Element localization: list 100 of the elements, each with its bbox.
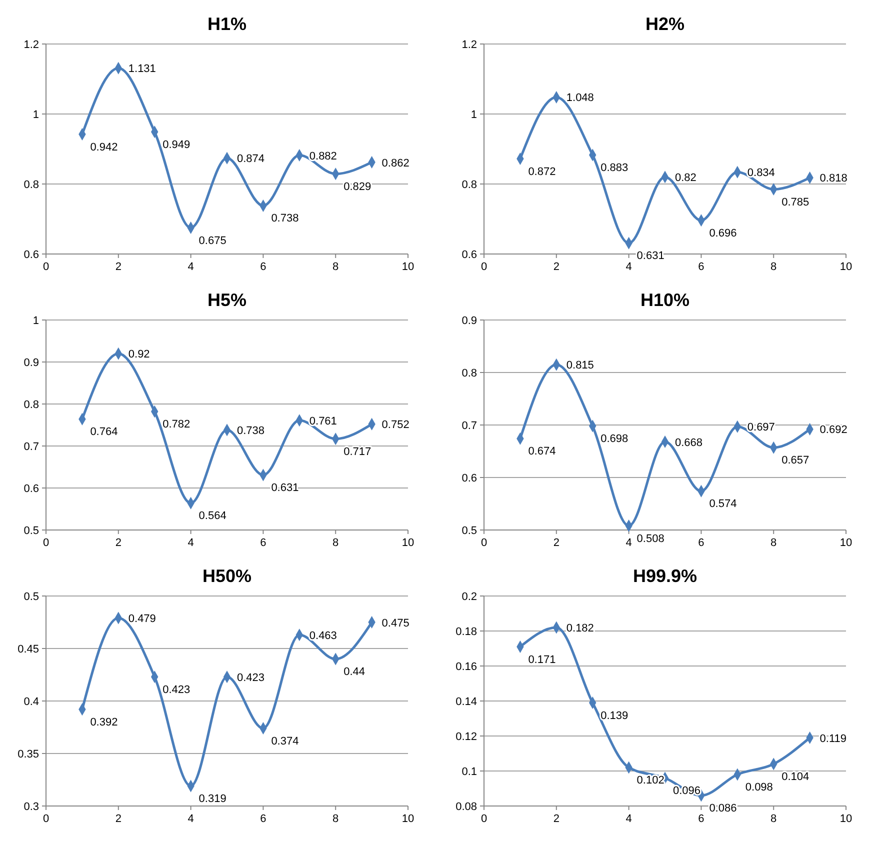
data-label: 0.752 xyxy=(382,419,410,432)
data-label: 0.139 xyxy=(600,710,628,722)
y-tick-label: 0.8 xyxy=(24,398,39,411)
data-label: 0.829 xyxy=(344,180,372,193)
data-label: 0.668 xyxy=(675,436,703,449)
y-tick-label: 1.2 xyxy=(462,38,477,51)
data-label: 0.119 xyxy=(820,732,847,745)
data-label: 0.171 xyxy=(528,654,556,666)
data-label: 0.872 xyxy=(528,166,556,178)
x-tick-label: 2 xyxy=(115,813,122,825)
data-label: 0.098 xyxy=(745,782,773,794)
chart-title: H1% xyxy=(207,14,247,34)
x-tick-label: 8 xyxy=(332,813,339,825)
data-label: 0.657 xyxy=(782,454,810,467)
data-label: 0.374 xyxy=(271,735,299,748)
y-tick-label: 1.2 xyxy=(24,38,39,51)
x-tick-label: 8 xyxy=(770,813,777,825)
y-tick-label: 0.6 xyxy=(24,248,39,261)
data-label: 0.818 xyxy=(820,172,848,185)
data-label: 0.815 xyxy=(566,360,594,372)
y-tick-label: 0.9 xyxy=(24,356,39,369)
y-tick-label: 0.5 xyxy=(24,524,39,537)
data-label: 0.883 xyxy=(600,162,628,174)
data-label: 0.874 xyxy=(237,153,265,166)
y-tick-label: 0.2 xyxy=(462,590,477,603)
data-label: 0.423 xyxy=(162,684,190,696)
data-label: 1.131 xyxy=(128,63,156,76)
x-tick-label: 10 xyxy=(402,261,414,273)
y-tick-label: 0.7 xyxy=(24,440,39,453)
data-label: 0.82 xyxy=(675,172,696,184)
x-tick-label: 6 xyxy=(260,261,266,273)
x-tick-label: 8 xyxy=(770,261,777,273)
y-tick-label: 0.3 xyxy=(24,800,39,813)
x-tick-label: 6 xyxy=(698,813,704,825)
chart-title: H50% xyxy=(202,566,252,586)
x-tick-label: 0 xyxy=(480,813,488,825)
x-tick-label: 10 xyxy=(840,813,852,825)
x-tick-label: 10 xyxy=(840,261,852,273)
data-label: 0.104 xyxy=(782,771,810,783)
y-tick-label: 0.9 xyxy=(462,314,477,327)
y-tick-label: 1 xyxy=(32,314,39,327)
data-label: 0.882 xyxy=(309,150,337,162)
y-tick-label: 0.8 xyxy=(462,367,477,380)
x-tick-label: 0 xyxy=(42,537,50,549)
x-tick-label: 4 xyxy=(188,537,194,549)
chart-title: H10% xyxy=(640,290,690,310)
x-tick-label: 6 xyxy=(260,813,266,825)
data-label: 0.764 xyxy=(90,426,118,438)
data-label: 0.942 xyxy=(90,141,118,154)
x-tick-label: 2 xyxy=(115,537,122,549)
x-tick-label: 2 xyxy=(115,261,122,273)
x-tick-label: 4 xyxy=(188,261,194,273)
data-label: 0.717 xyxy=(344,446,372,458)
data-label: 0.479 xyxy=(128,613,156,626)
x-tick-label: 8 xyxy=(332,261,339,273)
y-tick-label: 0.16 xyxy=(456,660,477,673)
data-label: 0.92 xyxy=(128,348,150,361)
x-tick-label: 10 xyxy=(402,813,414,825)
x-tick-label: 0 xyxy=(480,537,488,549)
data-label: 0.738 xyxy=(237,425,265,438)
data-label: 0.423 xyxy=(237,672,265,684)
data-label: 0.674 xyxy=(528,446,556,458)
x-tick-label: 0 xyxy=(42,261,50,273)
y-tick-label: 0.8 xyxy=(462,178,477,191)
data-label: 0.086 xyxy=(709,802,737,814)
y-tick-label: 0.35 xyxy=(18,748,39,760)
y-tick-label: 0.4 xyxy=(24,696,39,708)
y-tick-label: 0.45 xyxy=(18,643,39,656)
x-tick-label: 0 xyxy=(480,261,488,273)
x-tick-label: 6 xyxy=(260,537,266,549)
y-tick-label: 0.1 xyxy=(462,766,477,778)
data-label: 0.574 xyxy=(709,498,737,510)
y-tick-label: 0.12 xyxy=(456,730,477,743)
data-label: 0.102 xyxy=(636,774,664,786)
y-tick-label: 0.5 xyxy=(462,524,477,537)
data-label: 0.44 xyxy=(344,666,366,678)
x-tick-label: 10 xyxy=(840,537,852,549)
x-tick-label: 2 xyxy=(553,813,560,825)
y-tick-label: 0.08 xyxy=(456,800,477,813)
data-label: 0.696 xyxy=(709,227,737,240)
data-label: 0.631 xyxy=(636,250,664,262)
data-label: 0.697 xyxy=(747,422,775,434)
y-tick-label: 1 xyxy=(32,108,39,121)
data-label: 0.761 xyxy=(309,415,337,428)
data-label: 0.862 xyxy=(382,157,410,170)
x-tick-label: 2 xyxy=(553,261,560,273)
data-label: 0.319 xyxy=(198,793,226,806)
data-label: 0.475 xyxy=(382,617,410,630)
data-label: 0.631 xyxy=(271,482,299,494)
data-label: 0.834 xyxy=(747,167,775,180)
y-tick-label: 0.18 xyxy=(456,626,477,638)
data-label: 0.508 xyxy=(636,532,664,545)
y-tick-label: 0.14 xyxy=(456,696,477,708)
data-label: 0.182 xyxy=(566,622,594,634)
chart-title: H2% xyxy=(645,14,685,34)
data-label: 0.692 xyxy=(820,424,848,436)
data-label: 0.463 xyxy=(309,630,337,642)
chart-title: H5% xyxy=(207,290,247,310)
y-tick-label: 0.6 xyxy=(462,472,477,484)
x-tick-label: 6 xyxy=(698,261,704,273)
